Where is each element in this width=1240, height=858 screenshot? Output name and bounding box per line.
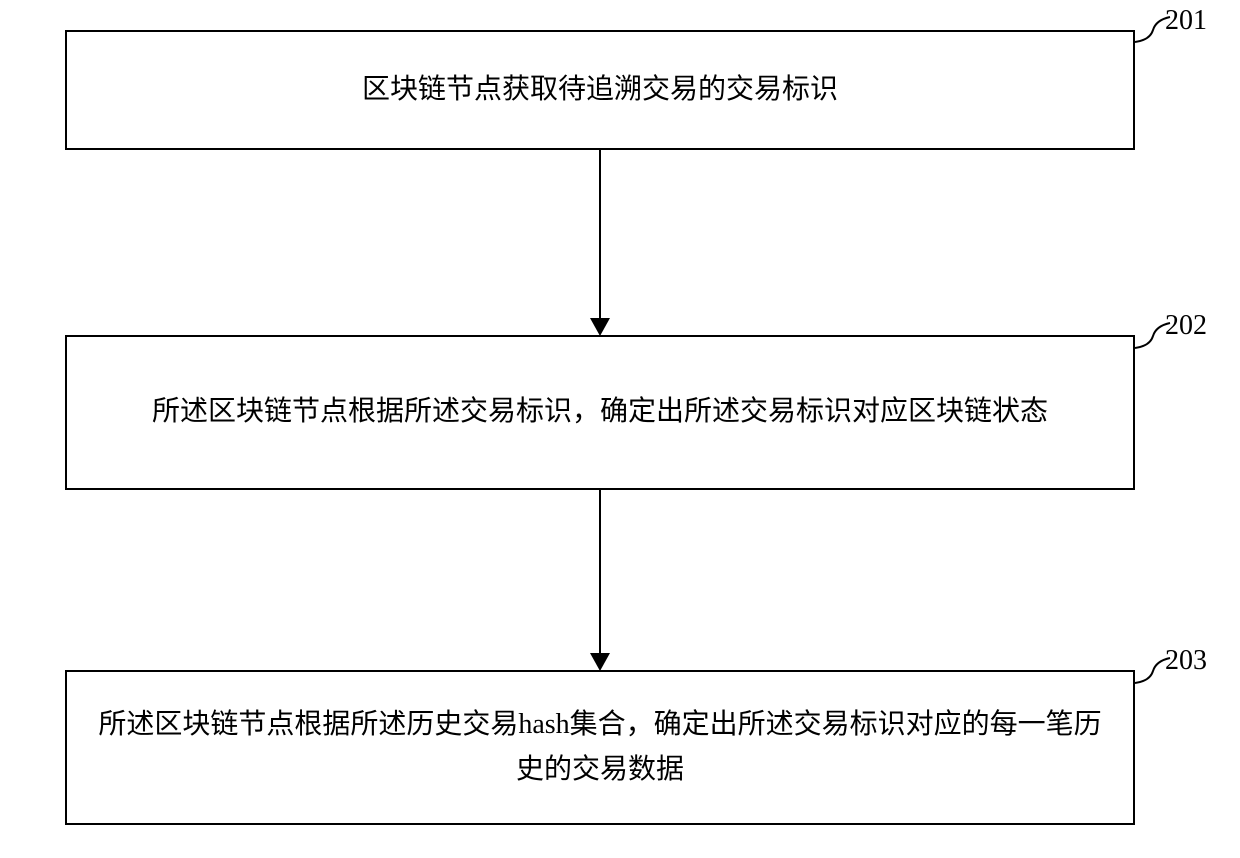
step-label-202: 202 xyxy=(1165,310,1207,342)
node-text: 区块链节点获取待追溯交易的交易标识 xyxy=(362,68,838,113)
node-text: 所述区块链节点根据所述历史交易hash集合，确定出所述交易标识对应的每一笔历史的… xyxy=(97,703,1103,793)
arrow-head-icon xyxy=(590,318,610,336)
step-label-203: 203 xyxy=(1165,645,1207,677)
arrow-line xyxy=(599,490,601,655)
node-text: 所述区块链节点根据所述交易标识，确定出所述交易标识对应区块链状态 xyxy=(152,390,1048,435)
step-label-201: 201 xyxy=(1165,5,1207,37)
flowchart-node-step3: 所述区块链节点根据所述历史交易hash集合，确定出所述交易标识对应的每一笔历史的… xyxy=(65,670,1135,825)
arrow-line xyxy=(599,150,601,320)
flowchart-node-step1: 区块链节点获取待追溯交易的交易标识 xyxy=(65,30,1135,150)
flowchart-node-step2: 所述区块链节点根据所述交易标识，确定出所述交易标识对应区块链状态 xyxy=(65,335,1135,490)
flowchart-container: 区块链节点获取待追溯交易的交易标识 201 所述区块链节点根据所述交易标识，确定… xyxy=(0,0,1240,858)
arrow-head-icon xyxy=(590,653,610,671)
